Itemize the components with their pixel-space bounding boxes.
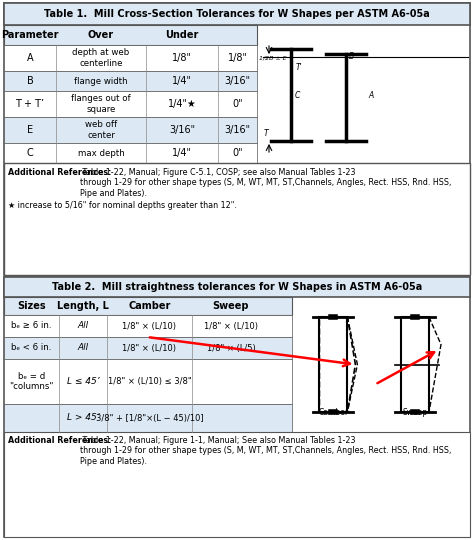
Text: Table 1-22, Manual; Figure C-5.1, COSP; see also Manual Tables 1-23
through 1-29: Table 1-22, Manual; Figure C-5.1, COSP; …	[80, 168, 451, 198]
Text: B: B	[348, 52, 354, 61]
Text: 3/8" + [1/8"×(L − 45)/10]: 3/8" + [1/8"×(L − 45)/10]	[96, 414, 203, 422]
FancyBboxPatch shape	[4, 432, 470, 537]
Text: T: T	[264, 129, 269, 138]
Text: 0": 0"	[232, 99, 243, 109]
Text: 1/8" × (L/10): 1/8" × (L/10)	[122, 321, 176, 330]
Text: Sweep: Sweep	[402, 408, 428, 417]
Text: A: A	[368, 91, 373, 99]
Text: flanges out of
square: flanges out of square	[71, 94, 131, 114]
Text: 3/16": 3/16"	[224, 76, 251, 86]
FancyBboxPatch shape	[4, 25, 257, 45]
FancyBboxPatch shape	[4, 143, 257, 163]
Text: Table 2.  Mill straightness tolerances for W Shapes in ASTM A6-05a: Table 2. Mill straightness tolerances fo…	[52, 282, 422, 292]
Text: Camber: Camber	[319, 408, 348, 417]
Text: Sweep: Sweep	[213, 301, 249, 311]
Text: 1/8" × (L/10): 1/8" × (L/10)	[204, 321, 258, 330]
Text: 1/8" × (L/5): 1/8" × (L/5)	[207, 343, 255, 353]
Text: T + T’: T + T’	[16, 99, 45, 109]
Text: Sizes: Sizes	[17, 301, 46, 311]
Polygon shape	[319, 317, 347, 412]
FancyBboxPatch shape	[4, 337, 292, 359]
Text: 1/2B ± E: 1/2B ± E	[259, 56, 287, 61]
FancyBboxPatch shape	[4, 315, 292, 337]
Text: 1/8" × (L/10) ≤ 3/8": 1/8" × (L/10) ≤ 3/8"	[108, 377, 191, 386]
FancyBboxPatch shape	[4, 277, 470, 537]
Text: depth at web
centerline: depth at web centerline	[73, 48, 129, 68]
FancyBboxPatch shape	[4, 3, 470, 275]
Text: Additional References:: Additional References:	[8, 168, 111, 177]
FancyBboxPatch shape	[4, 277, 470, 297]
Text: 0": 0"	[232, 148, 243, 158]
Text: ★ increase to 5/16" for nominal depths greater than 12".: ★ increase to 5/16" for nominal depths g…	[8, 201, 237, 210]
Text: Table 1-22, Manual; Figure 1-1, Manual; See also Manual Tables 1-23
through 1-29: Table 1-22, Manual; Figure 1-1, Manual; …	[80, 436, 451, 466]
Text: 1/4": 1/4"	[172, 76, 192, 86]
FancyBboxPatch shape	[4, 163, 470, 275]
FancyBboxPatch shape	[4, 45, 257, 71]
Text: 3/16": 3/16"	[224, 125, 251, 135]
Text: 1/8": 1/8"	[228, 53, 247, 63]
Text: C: C	[27, 148, 33, 158]
Text: bₑ ≥ 6 in.: bₑ ≥ 6 in.	[11, 321, 52, 330]
Text: E: E	[27, 125, 33, 135]
FancyBboxPatch shape	[4, 117, 257, 143]
FancyBboxPatch shape	[4, 71, 257, 91]
Text: A: A	[27, 53, 33, 63]
Text: 1/8" × (L/10): 1/8" × (L/10)	[122, 343, 176, 353]
Text: B: B	[27, 76, 33, 86]
Text: C: C	[295, 91, 301, 99]
Text: bₑ = d
"columns": bₑ = d "columns"	[9, 372, 54, 391]
FancyBboxPatch shape	[4, 297, 292, 315]
Text: 1/4"★: 1/4"★	[168, 99, 196, 109]
FancyBboxPatch shape	[4, 359, 292, 404]
Text: bₑ < 6 in.: bₑ < 6 in.	[11, 343, 52, 353]
Text: Table 1.  Mill Cross-Section Tolerances for W Shapes per ASTM A6-05a: Table 1. Mill Cross-Section Tolerances f…	[44, 9, 430, 19]
Text: L > 45’: L > 45’	[67, 414, 100, 422]
Text: 3/16": 3/16"	[169, 125, 195, 135]
Text: All: All	[77, 321, 89, 330]
Text: 1/4": 1/4"	[172, 148, 192, 158]
Text: Length, L: Length, L	[57, 301, 109, 311]
Text: Additional References:: Additional References:	[8, 436, 111, 445]
Text: web off
center: web off center	[85, 120, 117, 140]
Polygon shape	[401, 317, 429, 412]
Text: Parameter: Parameter	[1, 30, 59, 40]
Text: flange width: flange width	[74, 77, 128, 85]
Text: L ≤ 45’: L ≤ 45’	[67, 377, 100, 386]
Text: Under: Under	[165, 30, 199, 40]
FancyBboxPatch shape	[4, 91, 257, 117]
Text: 1/8": 1/8"	[172, 53, 192, 63]
FancyBboxPatch shape	[4, 3, 470, 25]
FancyBboxPatch shape	[4, 404, 292, 432]
Text: Camber: Camber	[128, 301, 171, 311]
Text: Over: Over	[88, 30, 114, 40]
Text: max depth: max depth	[78, 148, 124, 158]
Text: All: All	[77, 343, 89, 353]
Text: T': T'	[296, 63, 303, 72]
